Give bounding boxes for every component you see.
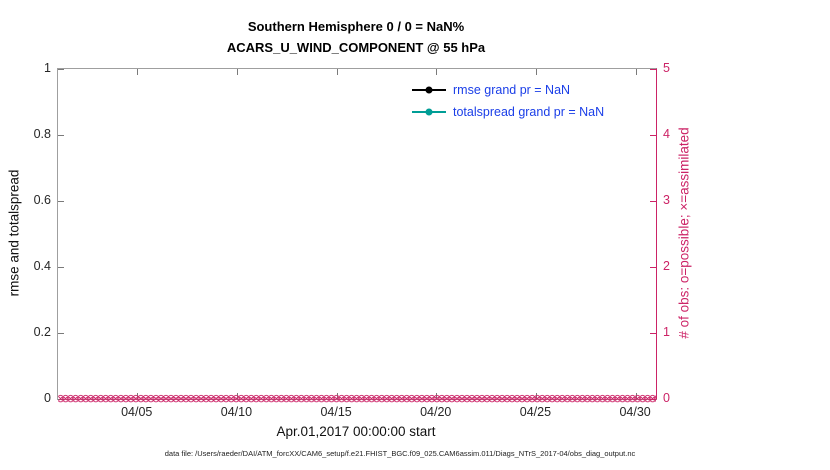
y-right-tick-label: 4	[663, 127, 670, 141]
x-tick-label: 04/10	[220, 405, 253, 419]
y-right-tick	[650, 398, 656, 400]
x-top-tick	[137, 69, 139, 75]
y-right-tick-label: 2	[663, 259, 670, 273]
y-left-tick-label: 0.2	[33, 325, 51, 339]
x-top-tick	[535, 69, 537, 75]
y-right-tick-label: 5	[663, 61, 670, 75]
y-left-tick	[58, 134, 64, 136]
chart-title: Southern Hemisphere 0 / 0 = NaN% ACARS_U…	[57, 16, 655, 58]
y-left-tick	[58, 266, 64, 268]
footer-datafile-path: data file: /Users/raeder/DAI/ATM_forcXX/…	[164, 449, 636, 458]
x-tick-label: 04/05	[121, 405, 153, 419]
y-left-tick	[58, 200, 64, 202]
x-bottom-tick	[336, 393, 338, 399]
legend-label-rmse: rmse grand pr = NaN	[453, 83, 571, 97]
x-tick-label: 04/15	[320, 405, 352, 419]
x-bottom-tick	[436, 393, 438, 399]
legend-dot-rmse	[425, 86, 433, 94]
y-left-tick	[58, 332, 64, 334]
x-tick-label: 04/30	[619, 405, 651, 419]
y-right-tick	[650, 134, 656, 136]
y-left-tick-label: 0.4	[33, 259, 51, 273]
chart-title-line2: ACARS_U_WIND_COMPONENT @ 55 hPa	[226, 40, 486, 55]
x-tick-label: 04/25	[519, 405, 552, 419]
obs-marker-row: ⊗⊗⊗⊗⊗⊗⊗⊗⊗⊗⊗⊗⊗⊗⊗⊗⊗⊗⊗⊗⊗⊗⊗⊗⊗⊗⊗⊗⊗⊗⊗⊗⊗⊗⊗⊗⊗⊗⊗⊗…	[58, 392, 656, 405]
y-left-tick-label: 0.8	[33, 127, 51, 141]
y-axis-right-label: # of obs: o=possible; ×=assimilated	[676, 127, 692, 339]
chart-title-line1: Southern Hemisphere 0 / 0 = NaN%	[247, 19, 465, 34]
y-left-tick	[58, 68, 64, 70]
x-bottom-tick	[236, 393, 238, 399]
x-top-tick	[436, 69, 438, 75]
y-right-tick	[650, 68, 656, 70]
x-top-tick	[635, 69, 637, 75]
y-right-tick-label: 3	[663, 193, 670, 207]
y-left-tick-label: 0	[44, 391, 51, 405]
legend-line-totalspread	[412, 108, 446, 116]
x-top-tick	[236, 69, 238, 75]
y-right-tick	[650, 200, 656, 202]
legend-dot-totalspread	[425, 108, 433, 116]
y-right-tick-label: 1	[663, 325, 670, 339]
legend-label-totalspread: totalspread grand pr = NaN	[453, 105, 605, 119]
y-left-tick-label: 0.6	[33, 193, 51, 207]
y-right-tick-label: 0	[663, 391, 670, 405]
x-bottom-tick	[137, 393, 139, 399]
y-left-tick	[58, 398, 64, 400]
x-bottom-tick	[635, 393, 637, 399]
y-left-tick-label: 1	[44, 61, 51, 75]
legend-line-rmse	[412, 86, 446, 94]
x-tick-label: 04/20	[420, 405, 452, 419]
legend-item-totalspread: totalspread grand pr = NaN	[412, 101, 604, 123]
x-top-tick	[336, 69, 338, 75]
x-axis-label: Apr.01,2017 00:00:00 start	[276, 424, 436, 439]
y-axis-left-label: rmse and totalspread	[6, 169, 22, 297]
y-right-tick	[650, 332, 656, 334]
y-right-tick	[650, 266, 656, 268]
legend: rmse grand pr = NaN totalspread grand pr…	[412, 79, 604, 123]
obs-markers: ⊗⊗⊗⊗⊗⊗⊗⊗⊗⊗⊗⊗⊗⊗⊗⊗⊗⊗⊗⊗⊗⊗⊗⊗⊗⊗⊗⊗⊗⊗⊗⊗⊗⊗⊗⊗⊗⊗⊗⊗…	[58, 392, 656, 406]
legend-item-rmse: rmse grand pr = NaN	[412, 79, 604, 101]
x-bottom-tick	[535, 393, 537, 399]
